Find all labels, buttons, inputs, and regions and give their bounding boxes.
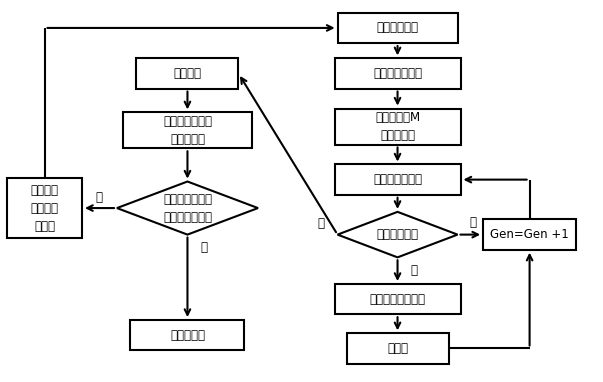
Text: 计算个体适应值: 计算个体适应值 xyxy=(373,173,422,186)
FancyBboxPatch shape xyxy=(335,165,461,195)
FancyBboxPatch shape xyxy=(338,13,458,43)
Text: 生成大小为M
的初始种群: 生成大小为M 的初始种群 xyxy=(375,111,420,142)
Text: 实验与算法适应
值对比判断终止: 实验与算法适应 值对比判断终止 xyxy=(163,193,212,223)
Text: 选择、交叉、变异: 选择、交叉、变异 xyxy=(370,293,426,306)
Text: 是: 是 xyxy=(469,216,476,229)
Text: 是: 是 xyxy=(317,217,324,230)
Text: 否: 否 xyxy=(95,191,103,204)
Text: 输出结果: 输出结果 xyxy=(174,67,201,80)
FancyBboxPatch shape xyxy=(335,108,461,144)
FancyBboxPatch shape xyxy=(123,112,252,148)
Text: Gen=Gen +1: Gen=Gen +1 xyxy=(490,228,569,241)
FancyBboxPatch shape xyxy=(335,58,461,89)
Text: 新种群: 新种群 xyxy=(387,342,408,355)
Polygon shape xyxy=(117,181,258,235)
FancyBboxPatch shape xyxy=(136,58,238,89)
Text: 终止条件判断: 终止条件判断 xyxy=(376,228,418,241)
Text: 根据算法结果进
行模拟实验: 根据算法结果进 行模拟实验 xyxy=(163,115,212,146)
FancyBboxPatch shape xyxy=(130,320,244,350)
Text: 最优化参数: 最优化参数 xyxy=(170,329,205,342)
FancyBboxPatch shape xyxy=(483,219,576,250)
FancyBboxPatch shape xyxy=(7,178,82,238)
FancyBboxPatch shape xyxy=(347,333,449,364)
Text: 支持向量机模型: 支持向量机模型 xyxy=(373,67,422,80)
Text: 实验数据样本: 实验数据样本 xyxy=(376,21,418,34)
Polygon shape xyxy=(338,212,458,257)
Text: 否: 否 xyxy=(411,264,418,277)
Text: 是: 是 xyxy=(201,241,208,254)
Text: 实验结果
加入样本
训练集: 实验结果 加入样本 训练集 xyxy=(31,184,58,233)
FancyBboxPatch shape xyxy=(335,284,461,314)
